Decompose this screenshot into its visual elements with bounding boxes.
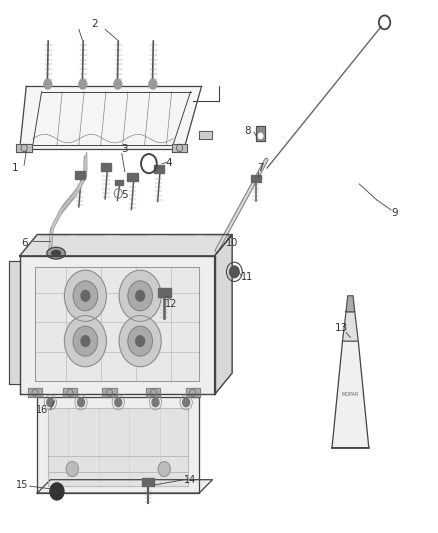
Circle shape [64,270,106,321]
Polygon shape [142,478,154,486]
Polygon shape [63,388,77,397]
Text: 10: 10 [226,238,238,247]
Text: 12: 12 [165,299,177,309]
Circle shape [230,266,239,278]
Circle shape [50,483,64,500]
Circle shape [258,133,263,139]
Circle shape [115,398,122,407]
Circle shape [128,326,152,356]
Circle shape [119,316,161,367]
Text: 5: 5 [121,190,128,199]
Polygon shape [20,235,232,256]
Ellipse shape [52,251,60,256]
Circle shape [183,398,190,407]
Circle shape [158,462,170,477]
Polygon shape [158,288,171,297]
Text: 7: 7 [257,163,264,173]
Polygon shape [37,480,212,493]
Polygon shape [251,175,261,182]
Polygon shape [101,163,111,171]
Circle shape [136,290,145,301]
Circle shape [73,326,98,356]
Polygon shape [256,126,265,141]
Text: 4: 4 [165,158,172,167]
Text: 8: 8 [244,126,251,135]
Circle shape [44,79,52,89]
Polygon shape [343,312,358,341]
Polygon shape [75,171,85,179]
Polygon shape [332,341,369,448]
Circle shape [47,398,54,407]
Circle shape [64,316,106,367]
Circle shape [119,270,161,321]
Circle shape [128,281,152,311]
Polygon shape [154,165,164,173]
Polygon shape [186,388,200,397]
Circle shape [152,398,159,407]
Polygon shape [16,144,32,152]
Text: 9: 9 [391,208,398,218]
Text: 3: 3 [121,144,128,154]
Polygon shape [37,397,199,493]
Polygon shape [346,296,355,312]
Text: 16: 16 [35,406,48,415]
Text: MOPAR: MOPAR [342,392,359,397]
Polygon shape [9,261,20,384]
Circle shape [79,79,87,89]
Ellipse shape [47,247,65,259]
Circle shape [81,290,90,301]
Circle shape [78,398,85,407]
Text: 1: 1 [12,163,19,173]
Polygon shape [199,131,212,139]
Text: 14: 14 [184,475,197,484]
Polygon shape [172,144,187,152]
Polygon shape [48,408,188,486]
Circle shape [136,336,145,346]
Polygon shape [20,256,215,394]
Text: 6: 6 [21,238,28,247]
Circle shape [73,281,98,311]
Text: 2: 2 [91,19,98,29]
Circle shape [81,336,90,346]
Text: 13: 13 [335,323,348,333]
Polygon shape [215,235,232,394]
Circle shape [66,462,78,477]
Circle shape [149,79,157,89]
Polygon shape [146,388,160,397]
Polygon shape [20,86,201,149]
Circle shape [114,79,122,89]
Polygon shape [28,388,42,397]
Polygon shape [35,266,199,381]
Text: 11: 11 [241,272,254,282]
Polygon shape [115,180,123,185]
Polygon shape [127,173,138,181]
Text: 15: 15 [16,480,28,490]
Polygon shape [102,388,117,397]
